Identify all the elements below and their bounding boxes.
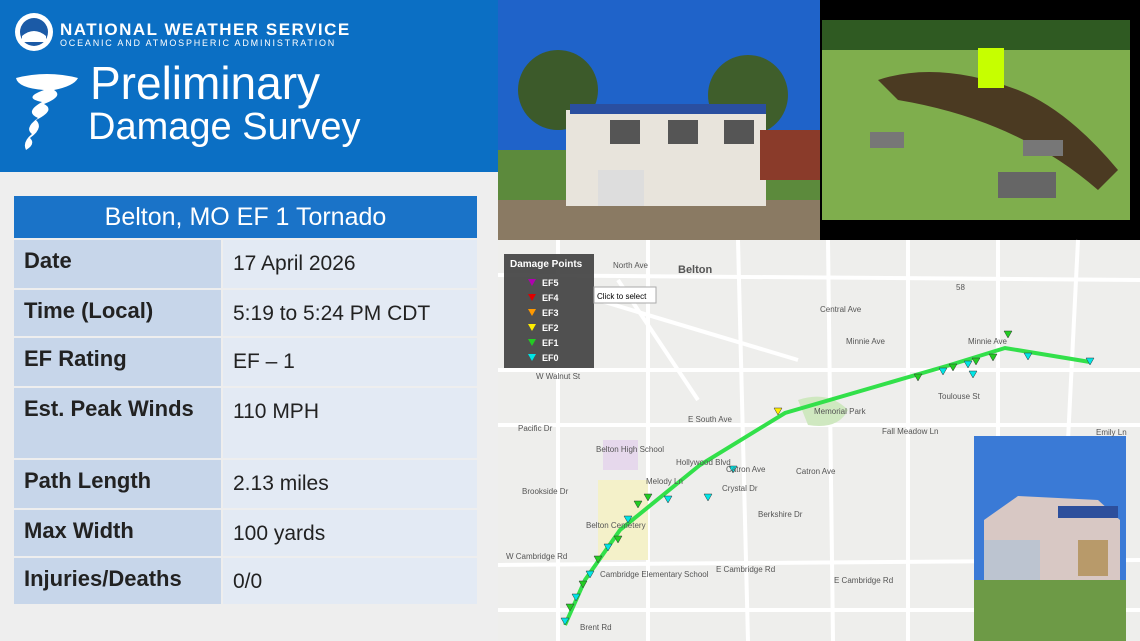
damage-point bbox=[1003, 330, 1013, 339]
map-label: Belton bbox=[678, 264, 713, 276]
row-label: Time (Local) bbox=[14, 290, 221, 336]
damage-point bbox=[593, 555, 603, 564]
table-title: Belton, MO EF 1 Tornado bbox=[14, 196, 477, 238]
media: Damage Points EF5 EF4 EF3 EF2 EF1 EF0 Click to … bbox=[498, 0, 1140, 641]
damage-point bbox=[963, 360, 973, 369]
map-label: 58 bbox=[956, 283, 965, 292]
map-label: Central Ave bbox=[820, 305, 862, 314]
damage-point bbox=[623, 515, 633, 524]
left-panel: NATIONAL WEATHER SERVICE OCEANIC AND ATM… bbox=[0, 0, 498, 641]
legend-marker bbox=[528, 294, 536, 301]
damage-point bbox=[603, 543, 613, 552]
map-label: Brent Rd bbox=[580, 623, 612, 632]
damage-point bbox=[938, 367, 948, 376]
row-label: Est. Peak Winds bbox=[14, 388, 221, 458]
map-label: Crystal Dr bbox=[722, 484, 758, 493]
legend-item: EF1 bbox=[542, 338, 559, 348]
map-label: Catron Ave bbox=[796, 467, 836, 476]
legend-marker bbox=[528, 324, 536, 331]
map-label: Emily Ln bbox=[1096, 428, 1127, 437]
damage-point bbox=[1023, 352, 1033, 361]
map-label: E Cambridge Rd bbox=[834, 576, 893, 585]
row-label: Injuries/Deaths bbox=[14, 558, 221, 604]
damage-point bbox=[565, 603, 575, 612]
title-line2: Damage Survey bbox=[88, 106, 361, 148]
map-label: Brookside Dr bbox=[522, 487, 569, 496]
map-label: Pacific Dr bbox=[518, 424, 553, 433]
damage-point bbox=[728, 465, 738, 474]
legend-item: EF2 bbox=[542, 323, 559, 333]
damage-point bbox=[643, 493, 653, 502]
row-value: 2.13 miles bbox=[223, 460, 477, 508]
legend-item: EF4 bbox=[542, 293, 559, 303]
row-value: 100 yards bbox=[223, 510, 477, 556]
map-label: Belton High School bbox=[596, 445, 664, 454]
map-label: North Ave bbox=[613, 261, 649, 270]
row-label: Path Length bbox=[14, 460, 221, 508]
map-label: E South Ave bbox=[688, 415, 732, 424]
row-label: EF Rating bbox=[14, 338, 221, 386]
damage-point bbox=[773, 407, 783, 416]
map-label: Catron Ave bbox=[726, 465, 766, 474]
map-label: Fall Meadow Ln bbox=[882, 427, 938, 436]
map-label: W Walnut St bbox=[536, 372, 581, 381]
map-label: Hollywood Blvd bbox=[676, 458, 731, 467]
photo-damaged-house bbox=[974, 436, 1126, 641]
legend-item: EF0 bbox=[542, 353, 559, 363]
map-label: Berkshire Dr bbox=[758, 510, 803, 519]
row-label: Max Width bbox=[14, 510, 221, 556]
damage-point bbox=[578, 580, 588, 589]
title-line1: Preliminary bbox=[90, 57, 321, 109]
damage-point bbox=[1085, 357, 1095, 366]
map-label: E Cambridge Rd bbox=[716, 565, 775, 574]
map-label: Melody Ln bbox=[646, 477, 683, 486]
noaa-logo bbox=[15, 13, 53, 51]
row-value: 110 MPH bbox=[223, 388, 477, 458]
damage-point bbox=[663, 495, 673, 504]
row-value: 17 April 2026 bbox=[223, 240, 477, 288]
tornado-icon bbox=[16, 74, 78, 150]
legend-item: EF3 bbox=[542, 308, 559, 318]
damage-point bbox=[571, 593, 581, 602]
photo-house bbox=[498, 0, 820, 240]
damage-point bbox=[560, 617, 570, 626]
subagency: OCEANIC AND ATMOSPHERIC ADMINISTRATION bbox=[60, 38, 337, 48]
map-label: Cambridge Elementary School bbox=[600, 570, 709, 579]
header: NATIONAL WEATHER SERVICE OCEANIC AND ATM… bbox=[0, 0, 498, 172]
map-label: Belton Cemetery bbox=[586, 521, 646, 530]
map-label: Memorial Park bbox=[814, 407, 867, 416]
row-value: 5:19 to 5:24 PM CDT bbox=[223, 290, 477, 336]
photo-cemetery bbox=[820, 0, 1140, 240]
row-value: 0/0 bbox=[223, 558, 477, 604]
tooltip: Click to select bbox=[597, 292, 647, 301]
legend-marker bbox=[528, 354, 536, 361]
damage-point bbox=[948, 363, 958, 372]
map-label: Minnie Ave bbox=[968, 337, 1008, 346]
damage-point bbox=[585, 570, 595, 579]
damage-point bbox=[613, 535, 623, 544]
damage-point bbox=[988, 353, 998, 362]
map-label: Minnie Ave bbox=[846, 337, 886, 346]
row-label: Date bbox=[14, 240, 221, 288]
damage-point bbox=[703, 493, 713, 502]
legend-title: Damage Points bbox=[510, 259, 583, 270]
legend-marker bbox=[528, 279, 536, 286]
map-label: Toulouse St bbox=[938, 392, 981, 401]
map-label: W Cambridge Rd bbox=[506, 552, 567, 561]
damage-point bbox=[633, 500, 643, 509]
legend-marker bbox=[528, 309, 536, 316]
damage-point bbox=[968, 370, 978, 379]
legend-marker bbox=[528, 339, 536, 346]
agency: NATIONAL WEATHER SERVICE bbox=[60, 20, 351, 39]
damage-point bbox=[971, 357, 981, 366]
legend-item: EF5 bbox=[542, 278, 559, 288]
row-value: EF – 1 bbox=[223, 338, 477, 386]
damage-point bbox=[913, 373, 923, 382]
